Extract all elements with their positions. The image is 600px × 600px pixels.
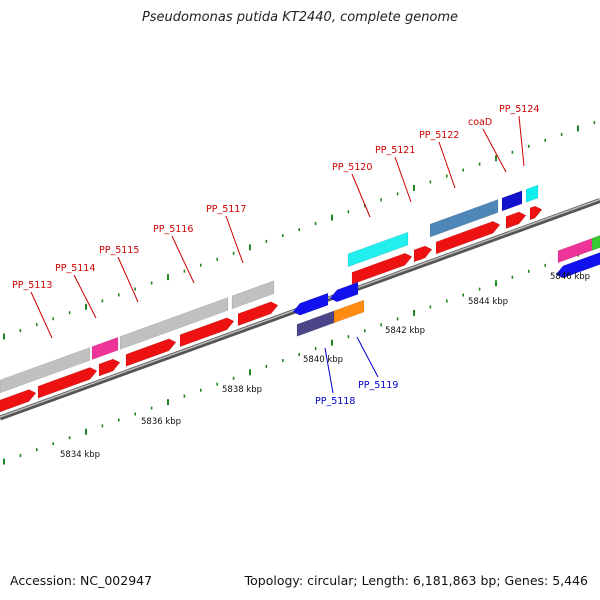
leader-pp-5117 <box>225 215 244 264</box>
gene-label-pp-5115: PP_5115 <box>99 245 139 256</box>
genome-summary-text: Topology: circular; Length: 6,181,863 bp… <box>244 573 588 588</box>
gene-label-pp-5121: PP_5121 <box>375 145 415 156</box>
map-title: Pseudomonas putida KT2440, complete geno… <box>141 10 459 25</box>
scale-label-5844: 5844 kbp <box>468 297 508 307</box>
scale-label-5836: 5836 kbp <box>141 417 181 427</box>
scale-label-5838: 5838 kbp <box>222 385 262 395</box>
gene-label-pp-5124: PP_5124 <box>499 104 539 115</box>
scale-label-5840: 5840 kbp <box>303 355 343 365</box>
gene-bar-pp-5117 <box>231 280 275 310</box>
gene-bar-pp-5122 <box>429 199 499 238</box>
gene-bar-right-3 <box>591 235 600 251</box>
gene-bar-pp-5115 <box>119 296 229 350</box>
scale-label-5842: 5842 kbp <box>385 326 425 336</box>
gene-bar-pp-5118-cds <box>292 292 329 316</box>
leader-pp-5120 <box>351 173 371 218</box>
cds-bar-pp-5124 <box>529 205 543 221</box>
gene-label-pp-5120: PP_5120 <box>332 162 372 173</box>
gene-label-pp-5118: PP_5118 <box>315 396 355 407</box>
gene-bar-pp-5119 <box>333 299 365 324</box>
leader-pp-5114 <box>73 274 97 319</box>
gene-bar-coad <box>501 190 523 212</box>
scale-label-5834: 5834 kbp <box>60 450 100 460</box>
gene-bar-right-2 <box>557 235 600 264</box>
cds-bar-pp-5116 <box>179 317 235 348</box>
scale-ticks <box>3 121 596 465</box>
scale-label-5846: 5846 kbp <box>550 272 590 282</box>
gene-label-pp-5122: PP_5122 <box>419 130 459 141</box>
gene-bar-pp-5120 <box>347 231 409 268</box>
cds-bar-pp-5121 <box>413 245 433 263</box>
gene-label-pp-5117: PP_5117 <box>206 204 246 215</box>
label-leaders <box>30 115 525 394</box>
leader-pp-5113 <box>30 291 53 339</box>
cds-bar-pp-5114 <box>37 367 98 399</box>
cds-bar-pp-5114b <box>98 358 121 377</box>
leader-pp-5122 <box>438 141 456 189</box>
leader-pp-5119 <box>356 336 379 378</box>
gene-bar-pp-5113 <box>0 347 91 394</box>
gene-label-pp-5119: PP_5119 <box>358 380 398 391</box>
leader-pp-5121 <box>394 156 412 203</box>
gene-label-coad: coaD <box>468 117 492 128</box>
leader-pp-5116 <box>171 235 195 284</box>
cds-bar-pp-5113 <box>0 389 37 413</box>
leader-pp-5124 <box>518 115 525 167</box>
leader-pp-5115 <box>117 256 139 303</box>
leader-pp-5118 <box>324 347 334 394</box>
gene-bar-pp-5114 <box>91 336 119 361</box>
cds-bar-coad <box>505 211 527 229</box>
gene-bar-pp-5118 <box>296 310 335 337</box>
leader-coad <box>482 128 507 173</box>
gene-label-pp-5116: PP_5116 <box>153 224 193 235</box>
gene-bar-right-1 <box>555 252 600 279</box>
cds-bar-pp-5120 <box>351 252 413 285</box>
cds-bar-pp-5122 <box>435 221 501 255</box>
gene-label-pp-5114: PP_5114 <box>55 263 95 274</box>
cds-bar-pp-5117 <box>237 301 279 327</box>
accession-text: Accession: NC_002947 <box>10 573 153 588</box>
feature-tracks <box>0 184 600 413</box>
gene-bar-pp-5119-cds <box>329 281 359 303</box>
gene-label-pp-5113: PP_5113 <box>12 280 52 291</box>
cds-bar-pp-5115 <box>125 338 177 367</box>
gene-bar-pp-5124 <box>525 184 539 203</box>
